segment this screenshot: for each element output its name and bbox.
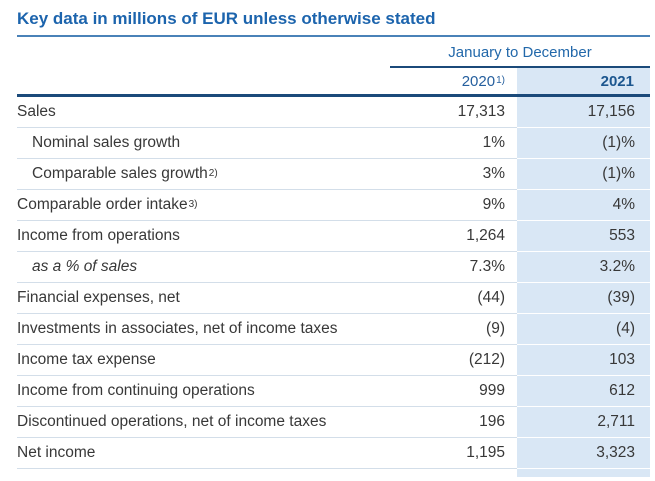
year-header-2020: 2020 1) — [461, 72, 505, 90]
row-label: Investments in associates, net of income… — [17, 314, 390, 345]
value-2021: 3,323 — [517, 438, 650, 469]
row-label-text: Sales — [17, 102, 56, 120]
period-header-row: January to December — [17, 44, 650, 68]
table-row: Sales 17,313 17,156 — [17, 97, 650, 128]
table-row: Comparable sales growth 2) 3% (1)% — [17, 159, 650, 190]
row-label: Comparable sales growth 2) — [17, 159, 390, 190]
year-header-row: 2020 1) 2021 — [17, 68, 650, 97]
row-label: Sales — [17, 97, 390, 128]
row-label: Income from operations — [17, 221, 390, 252]
period-header: January to December — [390, 44, 650, 68]
row-label-text: Nominal sales growth — [32, 133, 181, 151]
row-label-text: Comparable sales growth — [32, 164, 208, 182]
table-row: as a % of sales 7.3% 3.2% — [17, 252, 650, 283]
row-label: Income from continuing operations — [17, 376, 390, 407]
value-2020: 1% — [390, 128, 517, 159]
table-row: Comparable order intake 3) 9% 4% — [17, 190, 650, 221]
value-2021: (4) — [517, 314, 650, 345]
row-label-text: Financial expenses, net — [17, 288, 180, 306]
value-2020: (44) — [390, 283, 517, 314]
table-row: Income from continuing operations 999 612 — [17, 376, 650, 407]
value-2021: (39) — [517, 283, 650, 314]
row-label-text: Comparable order intake — [17, 195, 188, 213]
value-2020: (9) — [390, 314, 517, 345]
value-2021: 2,711 — [517, 407, 650, 438]
table-row: Nominal sales growth 1% (1)% — [17, 128, 650, 159]
row-label: Financial expenses, net — [17, 283, 390, 314]
value-2021: 612 — [517, 376, 650, 407]
value-2021: 3.2% — [517, 252, 650, 283]
value-2020: 17,313 — [390, 97, 517, 128]
row-label: Nominal sales growth — [17, 128, 390, 159]
value-2020: 9% — [390, 190, 517, 221]
year-header-2021: 2021 — [517, 68, 650, 94]
table-row: Discontinued operations, net of income t… — [17, 407, 650, 438]
row-label: Net income — [17, 438, 390, 469]
value-2020: 999 — [390, 376, 517, 407]
value-2021: 103 — [517, 345, 650, 376]
highlight-column-stub — [517, 469, 650, 477]
row-label-text: Income from continuing operations — [17, 381, 255, 399]
value-2020: 7.3% — [390, 252, 517, 283]
value-2020: 1,195 — [390, 438, 517, 469]
row-label: as a % of sales — [17, 252, 390, 283]
value-2021: 17,156 — [517, 97, 650, 128]
table-row: Financial expenses, net (44) (39) — [17, 283, 650, 314]
row-label-text: Income tax expense — [17, 350, 156, 368]
row-label-text: Investments in associates, net of income… — [17, 319, 338, 337]
row-label-text: Net income — [17, 443, 96, 461]
value-2020: 3% — [390, 159, 517, 190]
key-data-table: Sales 17,313 17,156 Nominal sales growth 1%(… — [17, 97, 650, 469]
highlight-column-stub-row — [17, 469, 650, 477]
period-header-spacer — [17, 44, 390, 68]
table-row: Income tax expense (212) 103 — [17, 345, 650, 376]
year-header-spacer — [17, 68, 390, 94]
value-2021: 4% — [517, 190, 650, 221]
row-label: Income tax expense — [17, 345, 390, 376]
row-label: Discontinued operations, net of income t… — [17, 407, 390, 438]
row-label-text: Income from operations — [17, 226, 180, 244]
year-2021-label: 2021 — [600, 72, 634, 90]
row-label-text: Discontinued operations, net of income t… — [17, 412, 327, 430]
value-2020: 196 — [390, 407, 517, 438]
value-2021: 553 — [517, 221, 650, 252]
value-2020: 1,264 — [390, 221, 517, 252]
row-label-text: as a % of sales — [32, 257, 138, 275]
row-label: Comparable order intake 3) — [17, 190, 390, 221]
page-title: Key data in millions of EUR unless other… — [17, 9, 650, 37]
value-2020: (212) — [390, 345, 517, 376]
value-2021: (1)% — [517, 159, 650, 190]
table-row: Income from operations 1,264 553 — [17, 221, 650, 252]
value-2021: (1)% — [517, 128, 650, 159]
year-2020-label: 2020 — [461, 72, 496, 90]
table-row: Investments in associates, net of income… — [17, 314, 650, 345]
table-row: Net income 1,195 3,323 — [17, 438, 650, 469]
